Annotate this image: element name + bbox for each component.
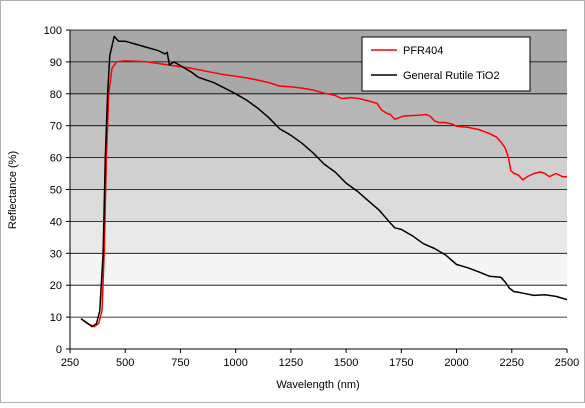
y-tick-label: 40 [50,216,62,228]
plot-band [70,221,567,254]
x-axis-title: Wavelength (nm) [276,379,359,391]
y-tick-label: 100 [44,25,62,37]
x-tick-label: 1500 [334,357,358,369]
y-tick-label: 70 [50,121,62,133]
x-tick-label: 250 [61,357,79,369]
x-tick-label: 750 [171,357,189,369]
plot-band [70,285,567,318]
y-tick-label: 0 [56,344,62,356]
plot-band [70,317,567,349]
y-tick-label: 30 [50,248,62,260]
y-tick-label: 50 [50,185,62,197]
x-tick-label: 1000 [223,357,247,369]
legend-box [361,36,531,92]
y-tick-label: 20 [50,280,62,292]
y-axis-title: Reflectance (%) [7,151,19,229]
plot-band [70,125,567,158]
series-line-general-rutile-tio2 [80,35,568,328]
x-tick-label: 1750 [389,357,413,369]
plot-band [70,93,567,126]
y-tick-label: 80 [50,89,62,101]
x-tick-label: 2250 [500,357,524,369]
x-tick-label: 500 [116,357,134,369]
legend-label-general-rutile-tio2: General Rutile TiO2 [403,70,500,82]
series-line-pfr404 [80,60,567,328]
plot-band [70,189,567,222]
y-tick-label: 10 [50,312,62,324]
x-tick-label: 1250 [279,357,303,369]
x-tick-label: 2500 [555,357,579,369]
y-tick-label: 90 [50,57,62,69]
plot-band [70,253,567,286]
x-tick-label: 2000 [444,357,468,369]
plot-band [70,157,567,190]
legend-label-pfr404: PFR404 [403,45,443,57]
y-tick-label: 60 [50,153,62,165]
